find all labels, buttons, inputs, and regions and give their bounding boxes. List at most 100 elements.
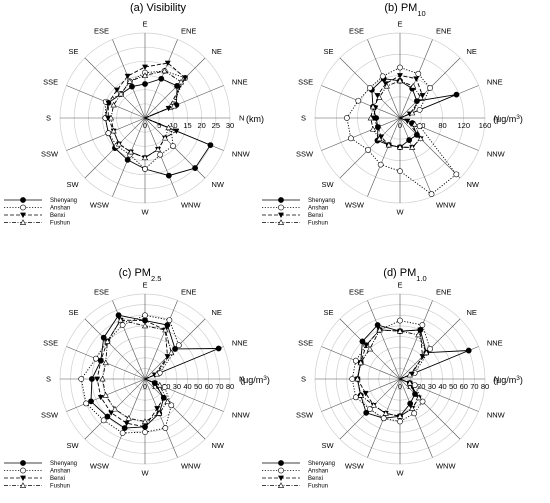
direction-label-w: W bbox=[396, 208, 404, 217]
direction-label-nne: NNE bbox=[232, 78, 248, 87]
radial-tick-label: 40 bbox=[438, 382, 446, 391]
direction-label-w: W bbox=[141, 469, 149, 478]
direction-label-ese: ESE bbox=[94, 27, 109, 36]
direction-label-sw: SW bbox=[66, 441, 79, 450]
data-point bbox=[215, 345, 222, 352]
radial-tick-label: 20 bbox=[197, 121, 205, 130]
data-point bbox=[383, 82, 390, 89]
data-point bbox=[141, 154, 149, 161]
direction-label-wsw: WSW bbox=[345, 461, 365, 470]
series-line-anshan bbox=[346, 67, 457, 195]
data-point bbox=[94, 376, 101, 383]
series-fushun bbox=[354, 326, 430, 419]
data-point bbox=[396, 327, 404, 334]
data-point bbox=[362, 390, 369, 397]
legend-marker bbox=[277, 475, 285, 482]
data-point bbox=[428, 191, 435, 197]
direction-label-ene: ENE bbox=[436, 27, 451, 36]
data-point bbox=[417, 327, 424, 334]
direction-label-ene: ENE bbox=[436, 288, 451, 297]
data-point bbox=[385, 141, 392, 148]
direction-label-wnw: WNW bbox=[436, 200, 456, 209]
data-point bbox=[121, 425, 128, 431]
radial-tick-label: 30 bbox=[173, 382, 181, 391]
spoke bbox=[144, 300, 178, 380]
data-point bbox=[397, 418, 403, 425]
data-point bbox=[168, 349, 175, 356]
data-point bbox=[415, 394, 422, 401]
legend-label-anshan: Anshan bbox=[308, 206, 328, 212]
radial-tick-label: 5 bbox=[157, 121, 161, 130]
spoke bbox=[112, 300, 146, 380]
chart-title: (a) Visibility bbox=[130, 2, 187, 14]
radial-tick-label: 80 bbox=[438, 121, 446, 130]
data-point bbox=[162, 425, 169, 431]
data-point bbox=[111, 405, 119, 412]
data-point bbox=[161, 67, 168, 74]
data-point bbox=[417, 135, 424, 142]
data-point bbox=[125, 415, 132, 421]
data-point bbox=[413, 76, 420, 82]
radial-tick-label: 30 bbox=[428, 382, 436, 391]
data-point bbox=[352, 357, 359, 364]
data-point bbox=[343, 115, 350, 121]
direction-label-e: E bbox=[142, 20, 147, 29]
chart-title-subscript: 2.5 bbox=[151, 274, 161, 283]
data-point bbox=[88, 398, 94, 405]
direction-label-wnw: WNW bbox=[181, 461, 201, 470]
direction-label-nne: NNE bbox=[487, 339, 503, 348]
direction-label-sse: SSE bbox=[43, 339, 58, 348]
radial-tick-label: 10 bbox=[169, 121, 177, 130]
data-point bbox=[107, 114, 115, 121]
series-anshan bbox=[343, 64, 460, 197]
data-point bbox=[170, 102, 177, 109]
direction-label-wsw: WSW bbox=[345, 200, 365, 209]
radial-tick-label: 40 bbox=[183, 382, 191, 391]
data-point bbox=[396, 144, 404, 150]
unit-label: (μg/m3) bbox=[493, 114, 523, 125]
data-point bbox=[127, 148, 135, 155]
data-point bbox=[411, 120, 418, 127]
radial-tick-label: 80 bbox=[226, 382, 234, 391]
direction-label-sse: SSE bbox=[43, 78, 58, 87]
data-point bbox=[83, 400, 90, 407]
data-point bbox=[110, 101, 117, 108]
radial-tick-label: 25 bbox=[212, 121, 220, 130]
data-point bbox=[115, 140, 123, 147]
series-fushun bbox=[99, 316, 175, 424]
data-point bbox=[164, 322, 171, 328]
direction-label-n: N bbox=[494, 114, 499, 123]
radial-tick-label: 10 bbox=[406, 382, 414, 391]
series-anshan bbox=[78, 312, 182, 436]
legend-label-shenyang: Shenyang bbox=[50, 198, 77, 204]
data-point bbox=[367, 85, 373, 91]
direction-label-se: SE bbox=[324, 47, 334, 56]
data-point bbox=[409, 405, 416, 411]
data-point bbox=[104, 413, 111, 420]
data-point bbox=[407, 400, 414, 407]
legend-label-shenyang: Shenyang bbox=[308, 461, 335, 467]
legend-marker bbox=[19, 212, 27, 219]
data-point bbox=[123, 420, 130, 427]
data-point bbox=[406, 379, 413, 386]
direction-label-ese: ESE bbox=[94, 288, 109, 297]
legend-label-shenyang: Shenyang bbox=[308, 198, 335, 204]
data-point bbox=[154, 146, 162, 152]
radial-tick-label: 15 bbox=[183, 121, 191, 130]
series-line-fushun bbox=[357, 329, 427, 417]
direction-label-s: S bbox=[301, 375, 306, 384]
data-point bbox=[352, 394, 359, 401]
data-point bbox=[374, 322, 381, 328]
radial-tick-label: 80 bbox=[481, 382, 489, 391]
legend-marker bbox=[20, 204, 26, 211]
data-point bbox=[97, 394, 104, 401]
radial-tick-label: 50 bbox=[194, 382, 202, 391]
direction-label-w: W bbox=[141, 208, 149, 217]
unit-close: ) bbox=[520, 114, 523, 124]
direction-label-e: E bbox=[397, 20, 402, 29]
radar-panel-2: NNNENEENEEESESESSESSSWSWWSWWWNWNWNNW0408… bbox=[262, 2, 523, 227]
direction-label-n: N bbox=[239, 114, 244, 123]
data-point bbox=[359, 338, 366, 345]
